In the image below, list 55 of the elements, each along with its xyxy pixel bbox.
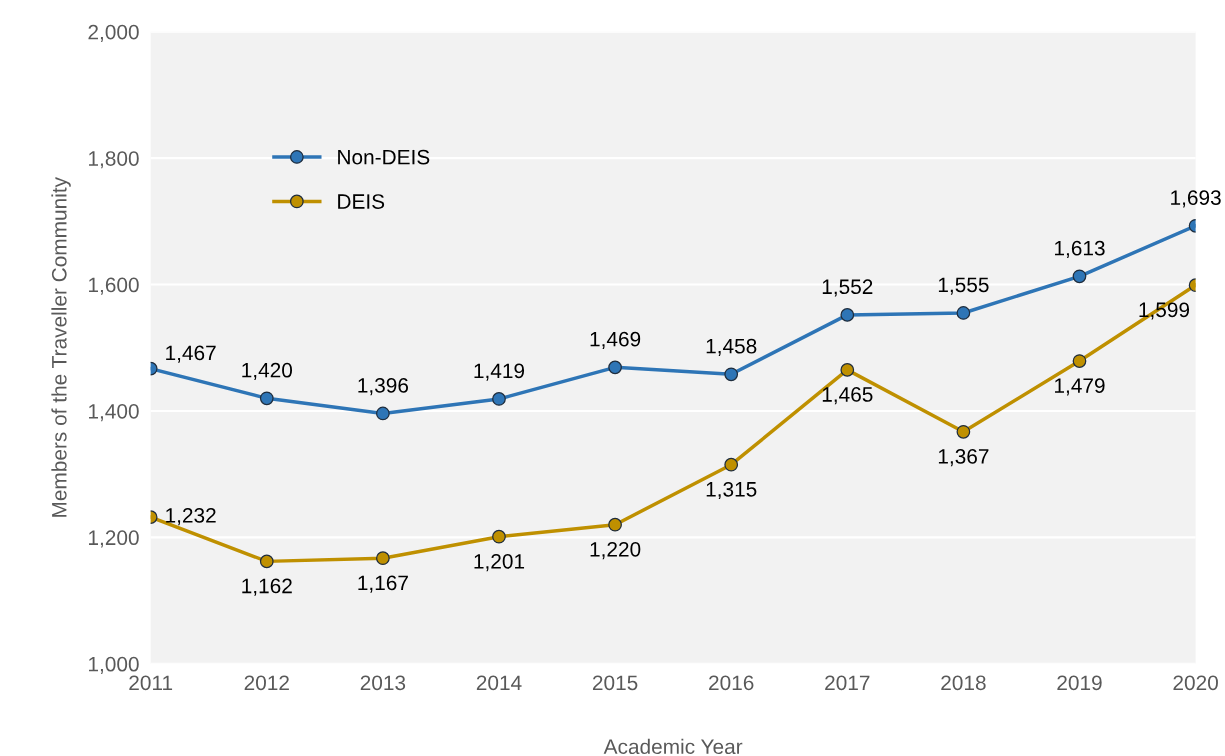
y-tick-label: 1,600 bbox=[89, 277, 139, 295]
point bbox=[608, 517, 622, 532]
data-label: 1,479 bbox=[1055, 378, 1105, 396]
x-tick-label: 2017 bbox=[825, 675, 870, 691]
x-axis-title: Academic Year bbox=[603, 738, 743, 755]
point bbox=[840, 308, 855, 322]
legend-label: Non-DEIS bbox=[338, 149, 430, 165]
data-label: 1,693 bbox=[1171, 190, 1221, 208]
y-tick-label: 1,200 bbox=[89, 530, 139, 548]
point bbox=[376, 406, 390, 421]
point bbox=[492, 392, 506, 406]
x-tick-label: 2015 bbox=[592, 675, 638, 691]
point bbox=[956, 424, 971, 439]
data-label: 1,167 bbox=[358, 575, 408, 593]
data-label: 1,552 bbox=[822, 279, 873, 297]
y-tick-label: 1,400 bbox=[89, 403, 139, 422]
data-label: 1,201 bbox=[474, 553, 525, 572]
x-tick-label: 2019 bbox=[1057, 675, 1102, 691]
point bbox=[259, 554, 274, 569]
data-label: 1,469 bbox=[590, 331, 641, 350]
point bbox=[840, 363, 855, 377]
x-tick-label: 2013 bbox=[360, 675, 406, 691]
data-label: 1,458 bbox=[706, 338, 757, 356]
point bbox=[1072, 269, 1087, 284]
y-axis-title: Members of the Traveller Community bbox=[51, 177, 71, 517]
point bbox=[1072, 354, 1087, 368]
y-tick-label: 2,000 bbox=[88, 24, 139, 42]
x-tick-label: 2020 bbox=[1173, 675, 1218, 691]
data-label: 1,420 bbox=[242, 362, 293, 380]
point bbox=[259, 391, 274, 406]
point bbox=[956, 306, 971, 320]
y-tick-label: 1,000 bbox=[89, 656, 139, 674]
y-tick-label: 1,800 bbox=[89, 151, 139, 169]
data-label: 1,555 bbox=[938, 277, 989, 295]
legend-label: DEIS bbox=[338, 194, 385, 209]
point bbox=[724, 457, 739, 472]
data-label: 1,232 bbox=[166, 507, 216, 526]
data-label: 1,220 bbox=[590, 541, 641, 560]
x-tick-label: 2011 bbox=[129, 675, 173, 691]
x-tick-label: 2014 bbox=[476, 675, 522, 691]
point bbox=[608, 360, 622, 375]
data-label: 1,613 bbox=[1055, 240, 1105, 259]
data-label: 1,419 bbox=[474, 363, 525, 381]
data-label: 1,467 bbox=[166, 345, 216, 363]
data-label: 1,162 bbox=[242, 578, 292, 596]
point bbox=[724, 367, 739, 382]
x-tick-label: 2018 bbox=[941, 675, 986, 691]
point bbox=[376, 551, 390, 566]
data-label: 1,465 bbox=[822, 387, 873, 405]
x-tick-label: 2012 bbox=[244, 675, 289, 691]
data-label: 1,315 bbox=[706, 481, 757, 500]
point bbox=[492, 529, 506, 544]
data-label: 1,396 bbox=[358, 377, 409, 396]
x-tick-label: 2016 bbox=[709, 675, 754, 691]
data-label: 1,367 bbox=[938, 449, 989, 467]
